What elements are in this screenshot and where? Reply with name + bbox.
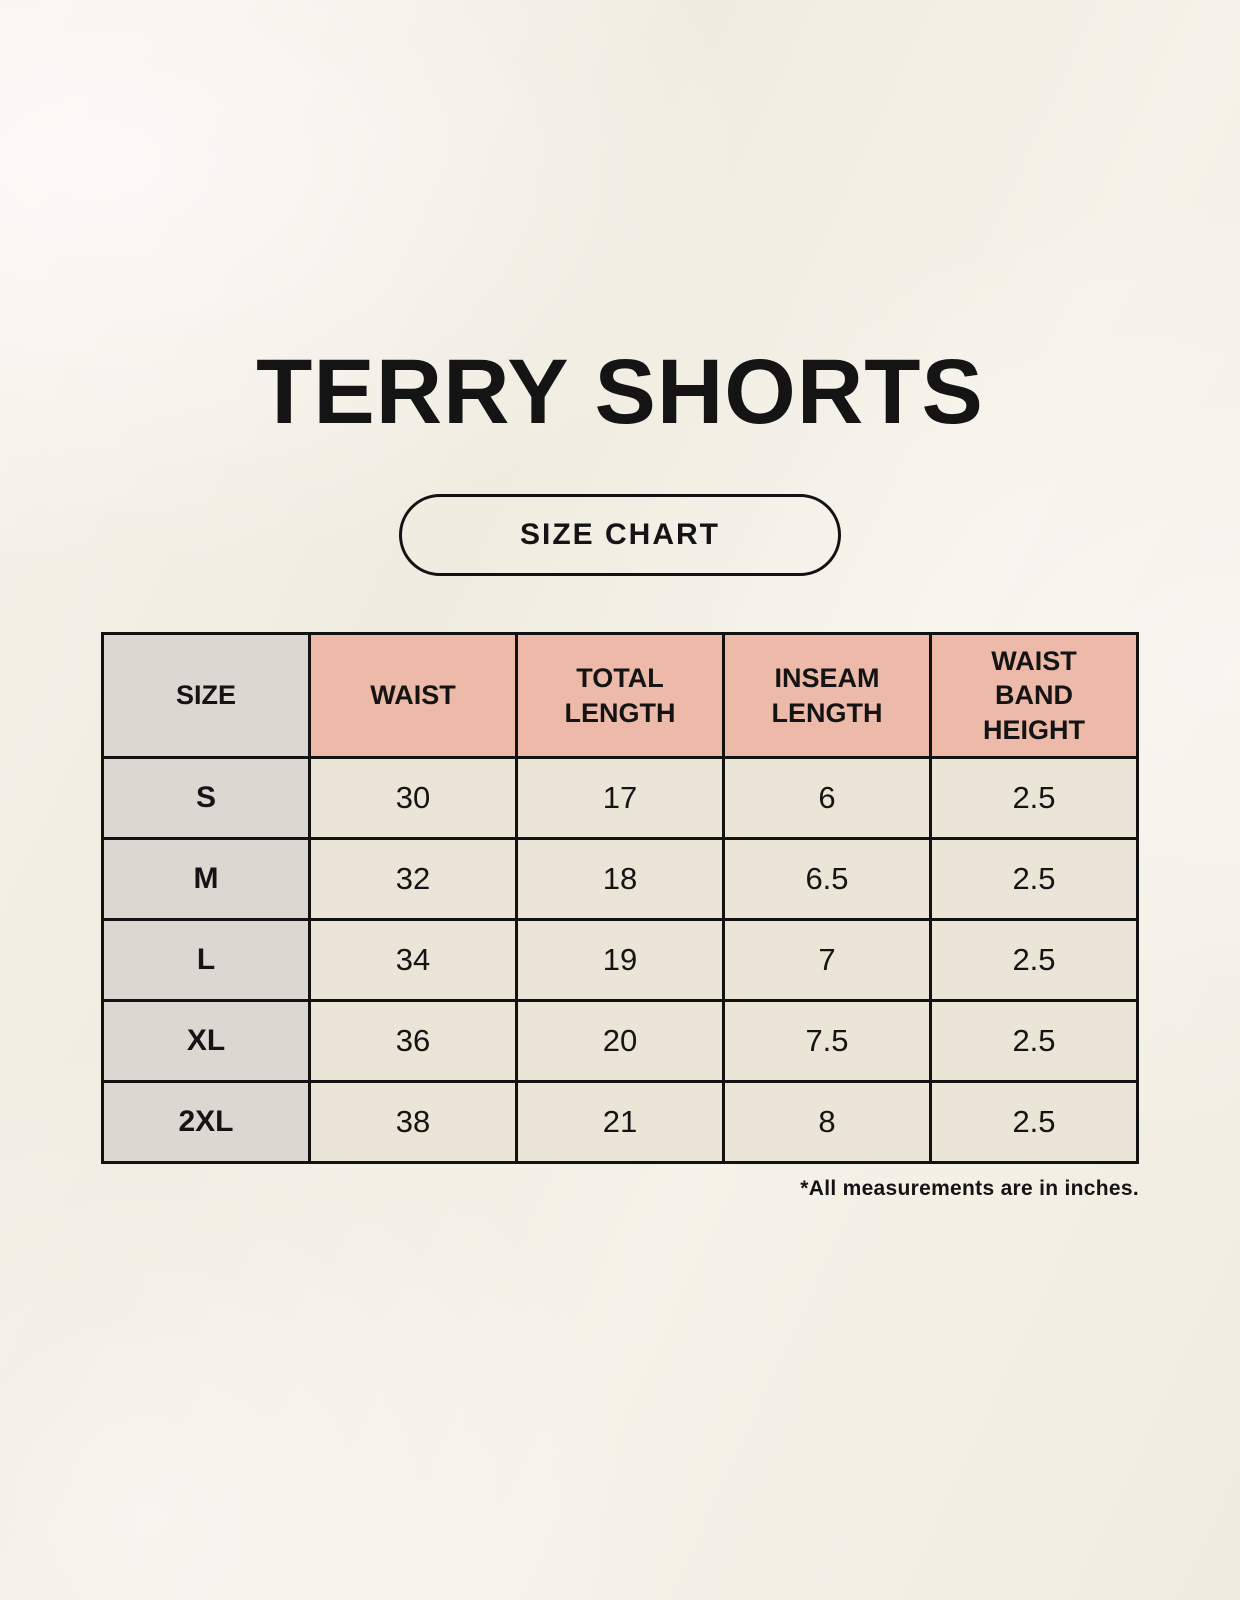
- cell-value: 2.5: [929, 999, 1139, 1083]
- row-label: XL: [101, 999, 311, 1083]
- cell-value: 6: [722, 756, 932, 840]
- footnote: *All measurements are in inches.: [800, 1177, 1139, 1200]
- row-label: 2XL: [101, 1080, 311, 1164]
- col-header-waist: WAIST: [308, 632, 518, 759]
- cell-value: 17: [515, 756, 725, 840]
- table-row: XL 36 20 7.5 2.5: [101, 999, 1139, 1083]
- table-row: S 30 17 6 2.5: [101, 756, 1139, 840]
- col-header-inseam-length: INSEAM LENGTH: [722, 632, 932, 759]
- page-title: TERRY SHORTS: [256, 341, 984, 443]
- table-row: M 32 18 6.5 2.5: [101, 837, 1139, 921]
- col-header-size: SIZE: [101, 632, 311, 759]
- cell-value: 21: [515, 1080, 725, 1164]
- size-chart-table: SIZE WAIST TOTAL LENGTH INSEAM LENGTH WA…: [101, 632, 1139, 1164]
- cell-value: 7.5: [722, 999, 932, 1083]
- cell-value: 6.5: [722, 837, 932, 921]
- cell-value: 32: [308, 837, 518, 921]
- cell-value: 34: [308, 918, 518, 1002]
- cell-value: 38: [308, 1080, 518, 1164]
- row-label: S: [101, 756, 311, 840]
- cell-value: 36: [308, 999, 518, 1083]
- cell-value: 8: [722, 1080, 932, 1164]
- row-label: L: [101, 918, 311, 1002]
- row-label: M: [101, 837, 311, 921]
- size-chart-badge-label: SIZE CHART: [520, 518, 720, 551]
- table-row: L 34 19 7 2.5: [101, 918, 1139, 1002]
- cell-value: 19: [515, 918, 725, 1002]
- cell-value: 2.5: [929, 756, 1139, 840]
- cell-value: 2.5: [929, 837, 1139, 921]
- table-row: 2XL 38 21 8 2.5: [101, 1080, 1139, 1164]
- cell-value: 18: [515, 837, 725, 921]
- cell-value: 2.5: [929, 1080, 1139, 1164]
- header-row: SIZE WAIST TOTAL LENGTH INSEAM LENGTH WA…: [101, 632, 1139, 759]
- col-header-total-length: TOTAL LENGTH: [515, 632, 725, 759]
- cell-value: 30: [308, 756, 518, 840]
- size-chart-badge: SIZE CHART: [399, 494, 841, 576]
- cell-value: 2.5: [929, 918, 1139, 1002]
- cell-value: 20: [515, 999, 725, 1083]
- cell-value: 7: [722, 918, 932, 1002]
- col-header-waist-band-height: WAIST BAND HEIGHT: [929, 632, 1139, 759]
